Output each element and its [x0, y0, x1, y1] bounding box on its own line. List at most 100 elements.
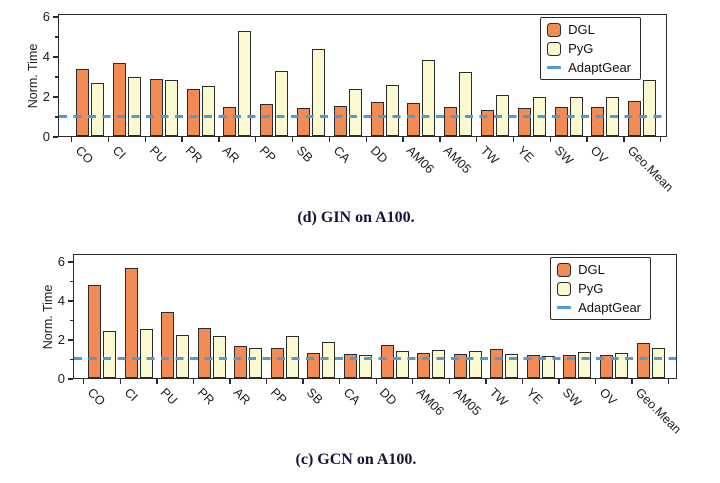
bar-pyg-co: [103, 331, 117, 378]
y-axis-tick: [53, 96, 58, 98]
x-category-label: SB: [293, 143, 316, 165]
x-axis-tick: [448, 379, 451, 384]
legend-label: DGL: [568, 22, 595, 37]
legend: DGL PyG AdaptGear: [550, 257, 651, 320]
legend-item-adaptgear: AdaptGear: [547, 58, 631, 77]
bar-dgl-sb: [307, 352, 321, 378]
legend-dash-adaptgear-icon: [557, 305, 572, 310]
bar-pyg-co: [91, 83, 105, 136]
bar-pyg-ca: [348, 89, 362, 136]
legend-dash-adaptgear-icon: [547, 65, 562, 70]
y-axis-tick: [53, 16, 58, 18]
x-category-label: TW: [477, 143, 502, 167]
x-category-label: DD: [367, 143, 391, 166]
bar-dgl-tw: [481, 110, 495, 136]
adaptgear-baseline: [74, 357, 676, 361]
y-tick-label: 0: [42, 129, 50, 144]
x-axis-tick: [156, 379, 158, 384]
bar-pyg-am05: [459, 72, 473, 136]
bar-pyg-sw: [569, 97, 583, 136]
x-axis-tick: [181, 137, 183, 142]
bar-pyg-pu: [164, 80, 178, 136]
bar-dgl-ar: [234, 345, 248, 378]
x-axis-tick: [512, 137, 515, 142]
x-axis-tick: [218, 137, 220, 142]
plot-area: DGL PyG AdaptGear: [58, 14, 667, 137]
bar-dgl-pr: [197, 328, 211, 378]
x-category-label: CI: [109, 143, 129, 163]
x-category-label: SB: [304, 385, 326, 407]
x-category-label: TW: [486, 385, 511, 409]
x-axis-tick: [83, 379, 85, 384]
bar-pyg-pr: [212, 336, 226, 378]
y-axis-title: Norm. Time: [41, 284, 55, 349]
bar-pyg-tw: [505, 353, 519, 378]
bar-pyg-am05: [468, 350, 482, 378]
bar-dgl-ca: [333, 106, 347, 136]
legend-item-pyg: PyG: [547, 39, 631, 58]
legend-label: PyG: [568, 41, 594, 56]
x-category-label: AM06: [413, 385, 447, 419]
bar-pyg-pr: [201, 86, 215, 136]
caption-gcn-a100: (c) GCN on A100.: [295, 451, 417, 468]
bar-pyg-sb: [322, 341, 336, 378]
x-category-label: Geo.Mean: [633, 385, 685, 437]
x-axis-tick: [668, 379, 670, 384]
x-axis-tick: [623, 137, 625, 142]
bar-pyg-ar: [238, 31, 252, 136]
bar-pyg-geomean: [651, 347, 665, 378]
bar-dgl-pp: [260, 104, 274, 136]
bar-dgl-ar: [223, 107, 237, 136]
x-axis-tick: [328, 137, 331, 142]
y-axis-minor-tick: [55, 116, 58, 118]
x-category-label: AM06: [404, 143, 438, 177]
y-axis-tick: [53, 56, 58, 58]
x-axis-tick: [594, 379, 597, 384]
x-category-label: CA: [330, 143, 353, 166]
x-category-label: PP: [256, 143, 279, 165]
x-category-label: AM05: [450, 385, 484, 419]
bar-dgl-tw: [490, 348, 504, 378]
x-axis-tick: [302, 379, 304, 384]
y-axis-tick: [68, 339, 73, 341]
y-tick-label: 4: [57, 292, 65, 308]
bar-dgl-co: [76, 69, 90, 136]
legend-label: AdaptGear: [568, 60, 631, 75]
x-axis-tick: [586, 137, 588, 142]
y-axis-tick: [68, 378, 73, 380]
x-axis-tick: [475, 137, 478, 142]
caption-gin-a100: (d) GIN on A100.: [297, 209, 415, 226]
bar-pyg-am06: [422, 60, 436, 136]
x-axis-tick: [192, 379, 195, 384]
x-category-label: PU: [146, 143, 169, 166]
bar-dgl-am06: [407, 103, 421, 136]
bar-pyg-ci: [127, 77, 141, 136]
bar-dgl-sw: [554, 107, 568, 136]
legend-item-dgl: DGL: [547, 20, 631, 39]
x-axis-tick: [255, 137, 257, 142]
y-tick-label: 0: [57, 371, 65, 386]
x-category-label: CO: [72, 143, 96, 167]
legend-label: DGL: [578, 262, 605, 277]
x-axis-tick: [365, 137, 367, 142]
bar-dgl-co: [88, 285, 102, 378]
bar-dgl-sw: [563, 354, 577, 378]
bar-dgl-dd: [380, 344, 394, 378]
x-axis-tick: [549, 137, 551, 142]
x-category-label: CA: [340, 385, 363, 408]
bar-dgl-sb: [296, 108, 310, 136]
y-axis-minor-tick: [70, 280, 73, 283]
bar-dgl-ov: [599, 354, 613, 378]
bar-dgl-dd: [370, 102, 384, 136]
y-axis-minor-tick: [55, 76, 58, 78]
bar-pyg-ov: [606, 97, 620, 136]
x-axis-tick: [558, 379, 560, 384]
x-category-label: PU: [157, 385, 181, 408]
x-axis-tick: [265, 379, 268, 384]
legend-item-dgl: DGL: [557, 260, 641, 279]
x-axis-tick: [291, 137, 294, 142]
bar-pyg-sb: [311, 49, 325, 136]
y-tick-label: 2: [42, 89, 50, 104]
y-tick-label: 6: [57, 253, 65, 269]
